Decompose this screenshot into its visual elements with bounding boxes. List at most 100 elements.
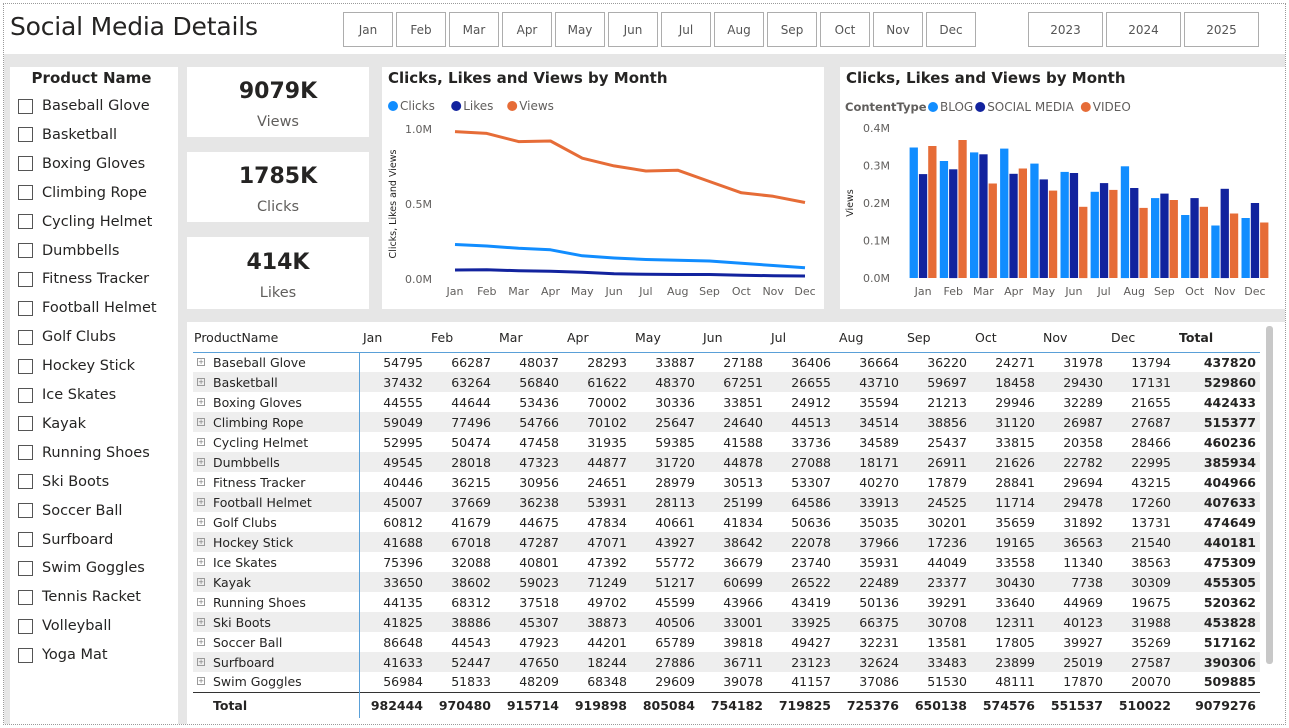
row-header[interactable]: + Surfboard xyxy=(193,652,360,672)
slicer-item-boxing-gloves[interactable]: Boxing Gloves xyxy=(18,152,145,176)
slicer-item-hockey-stick[interactable]: Hockey Stick xyxy=(18,354,135,378)
month-button-mar[interactable]: Mar xyxy=(449,12,499,47)
bar-blog[interactable] xyxy=(909,147,918,279)
expand-icon[interactable]: + xyxy=(197,557,205,566)
row-header[interactable]: + Basketball xyxy=(193,372,360,392)
bar-blog[interactable] xyxy=(1090,191,1099,279)
slicer-item-ski-boots[interactable]: Ski Boots xyxy=(18,470,109,494)
expand-icon[interactable]: + xyxy=(197,477,205,486)
checkbox[interactable] xyxy=(18,618,33,634)
checkbox[interactable] xyxy=(18,589,33,605)
slicer-item-yoga-mat[interactable]: Yoga Mat xyxy=(18,643,108,667)
slicer-item-running-shoes[interactable]: Running Shoes xyxy=(18,441,150,465)
bar-social-media[interactable] xyxy=(1190,198,1199,278)
bar-blog[interactable] xyxy=(1151,198,1160,278)
expand-icon[interactable]: + xyxy=(197,377,205,386)
checkbox[interactable] xyxy=(18,474,33,490)
month-button-jan[interactable]: Jan xyxy=(343,12,393,47)
row-header[interactable]: + Running Shoes xyxy=(193,592,360,612)
month-button-jul[interactable]: Jul xyxy=(661,12,711,47)
row-header[interactable]: + Ice Skates xyxy=(193,552,360,572)
legend-label[interactable]: Views xyxy=(519,99,554,113)
column-header-total[interactable]: Total xyxy=(1179,330,1214,346)
column-header-jul[interactable]: Jul xyxy=(771,330,787,346)
bar-blog[interactable] xyxy=(939,161,949,278)
checkbox[interactable] xyxy=(18,445,33,461)
month-button-nov[interactable]: Nov xyxy=(873,12,923,47)
legend-label[interactable]: SOCIAL MEDIA xyxy=(987,100,1074,114)
checkbox[interactable] xyxy=(18,503,33,519)
checkbox[interactable] xyxy=(18,358,33,374)
bar-video[interactable] xyxy=(1139,207,1148,278)
slicer-item-swim-goggles[interactable]: Swim Goggles xyxy=(18,556,145,580)
legend-label[interactable]: Clicks xyxy=(400,99,435,113)
checkbox[interactable] xyxy=(18,185,33,201)
month-button-may[interactable]: May xyxy=(555,12,605,47)
column-header-oct[interactable]: Oct xyxy=(975,330,997,346)
slicer-item-basketball[interactable]: Basketball xyxy=(18,123,117,147)
month-button-aug[interactable]: Aug xyxy=(714,12,764,47)
slicer-item-cycling-helmet[interactable]: Cycling Helmet xyxy=(18,210,152,234)
month-button-oct[interactable]: Oct xyxy=(820,12,870,47)
checkbox[interactable] xyxy=(18,214,33,230)
bar-social-media[interactable] xyxy=(1220,188,1229,279)
bar-video[interactable] xyxy=(1048,190,1058,278)
column-header-sep[interactable]: Sep xyxy=(907,330,931,346)
month-button-feb[interactable]: Feb xyxy=(396,12,446,47)
slicer-item-dumbbells[interactable]: Dumbbells xyxy=(18,239,119,263)
column-header-productname[interactable]: ProductName xyxy=(194,330,279,346)
checkbox[interactable] xyxy=(18,329,33,345)
bar-social-media[interactable] xyxy=(979,154,988,279)
bar-blog[interactable] xyxy=(1211,225,1220,279)
bar-video[interactable] xyxy=(1199,206,1208,279)
checkbox[interactable] xyxy=(18,416,33,432)
bar-blog[interactable] xyxy=(1120,166,1130,279)
expand-icon[interactable]: + xyxy=(197,457,205,466)
expand-icon[interactable]: + xyxy=(197,677,205,686)
row-header[interactable]: + Football Helmet xyxy=(193,492,360,512)
expand-icon[interactable]: + xyxy=(197,357,205,366)
slicer-item-football-helmet[interactable]: Football Helmet xyxy=(18,296,157,320)
row-header[interactable]: + Kayak xyxy=(193,572,360,592)
month-button-apr[interactable]: Apr xyxy=(502,12,552,47)
column-header-jun[interactable]: Jun xyxy=(703,330,723,346)
column-header-nov[interactable]: Nov xyxy=(1043,330,1068,346)
bar-video[interactable] xyxy=(988,183,997,279)
bar-video[interactable] xyxy=(1079,206,1088,279)
column-header-jan[interactable]: Jan xyxy=(363,330,383,346)
expand-icon[interactable]: + xyxy=(197,497,205,506)
row-header[interactable]: + Hockey Stick xyxy=(193,532,360,552)
bar-blog[interactable] xyxy=(1181,215,1190,278)
bar-blog[interactable] xyxy=(1000,148,1009,278)
expand-icon[interactable]: + xyxy=(197,417,205,426)
slicer-item-baseball-glove[interactable]: Baseball Glove xyxy=(18,94,150,118)
expand-icon[interactable]: + xyxy=(197,537,205,546)
legend-label[interactable]: VIDEO xyxy=(1093,100,1131,114)
row-header[interactable]: + Climbing Rope xyxy=(193,412,360,432)
bar-blog[interactable] xyxy=(1030,163,1039,278)
bar-video[interactable] xyxy=(958,140,967,278)
bar-video[interactable] xyxy=(1260,222,1269,279)
bar-blog[interactable] xyxy=(1241,218,1250,278)
row-header[interactable]: + Ski Boots xyxy=(193,612,360,632)
slicer-item-ice-skates[interactable]: Ice Skates xyxy=(18,383,116,407)
bar-video[interactable] xyxy=(1018,168,1027,279)
row-header[interactable]: + Cycling Helmet xyxy=(193,432,360,452)
year-button-2025[interactable]: 2025 xyxy=(1184,12,1259,47)
column-header-may[interactable]: May xyxy=(635,330,661,346)
checkbox[interactable] xyxy=(18,243,33,258)
row-header[interactable]: + Soccer Ball xyxy=(193,632,360,652)
line-series-likes[interactable] xyxy=(454,268,806,278)
expand-icon[interactable]: + xyxy=(197,517,205,526)
checkbox[interactable] xyxy=(18,387,33,403)
legend-label[interactable]: Likes xyxy=(463,99,493,113)
expand-icon[interactable]: + xyxy=(197,657,205,666)
bar-blog[interactable] xyxy=(1060,171,1069,278)
column-header-apr[interactable]: Apr xyxy=(567,330,589,346)
checkbox[interactable] xyxy=(18,156,33,172)
bar-blog[interactable] xyxy=(970,152,979,278)
bar-social-media[interactable] xyxy=(1009,173,1018,278)
bar-social-media[interactable] xyxy=(918,174,928,278)
year-button-2024[interactable]: 2024 xyxy=(1106,12,1181,47)
